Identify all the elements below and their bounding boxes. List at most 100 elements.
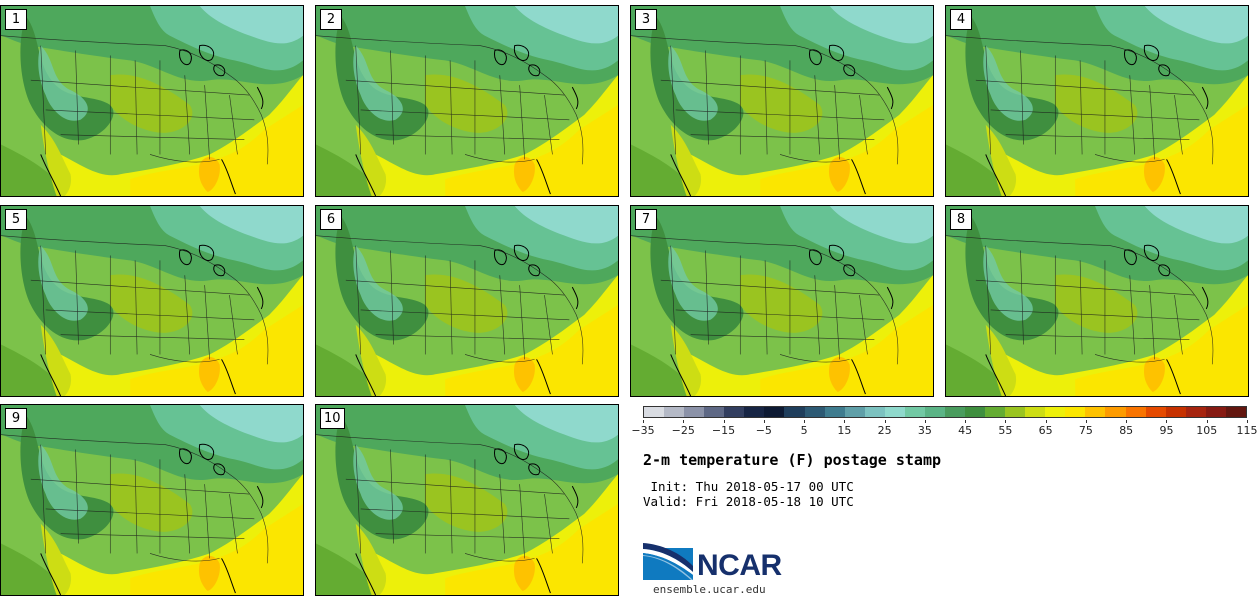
colorbar-swatch xyxy=(1145,407,1166,417)
colorbar-tick-mark xyxy=(723,420,725,423)
colorbar-tick-mark xyxy=(965,420,967,423)
colorbar-swatch xyxy=(924,407,945,417)
colorbar-tick-label: −15 xyxy=(711,424,736,437)
colorbar-swatch xyxy=(724,407,745,417)
temperature-map xyxy=(946,6,1248,196)
temperature-map xyxy=(946,206,1248,396)
colorbar-tick-mark xyxy=(844,420,846,423)
colorbar-tick-mark xyxy=(1166,420,1168,423)
colorbar-swatch xyxy=(1065,407,1086,417)
colorbar-tick-mark xyxy=(1005,420,1007,423)
colorbar-tick-label: 105 xyxy=(1196,424,1218,437)
colorbar-swatch xyxy=(744,407,765,417)
colorbar-swatch xyxy=(844,407,865,417)
colorbar-tick-mark xyxy=(804,420,806,423)
temperature-map xyxy=(316,206,618,396)
init-time: Init: Thu 2018-05-17 00 UTC xyxy=(643,479,854,494)
colorbar-swatch xyxy=(704,407,725,417)
temperature-map xyxy=(1,6,303,196)
colorbar-swatch xyxy=(804,407,825,417)
member-number-label: 3 xyxy=(635,9,657,30)
colorbar-swatch xyxy=(1185,407,1206,417)
colorbar-swatch xyxy=(1005,407,1026,417)
colorbar-swatch xyxy=(1225,407,1246,417)
colorbar-tick-label: 45 xyxy=(958,424,973,437)
colorbar-tick-label: 5 xyxy=(800,424,808,437)
member-number-label: 5 xyxy=(5,209,27,230)
colorbar-tick-label: 65 xyxy=(1038,424,1053,437)
colorbar-ticks: −35 −25 −15 −5 5 15 25 35 45 55 65 75 85 95 105 115 xyxy=(631,420,1258,440)
postage-stamp-map: 4 xyxy=(945,5,1249,197)
colorbar-tick-label: 95 xyxy=(1159,424,1174,437)
colorbar-tick-label: 115 xyxy=(1236,424,1258,437)
logo-text: NCAR xyxy=(697,549,782,582)
postage-stamp-map: 9 xyxy=(0,404,304,596)
colorbar-tick-label: 35 xyxy=(917,424,932,437)
colorbar-tick-mark xyxy=(643,420,644,423)
colorbar-tick-mark xyxy=(924,420,926,423)
colorbar-tick-mark xyxy=(683,420,685,423)
run-info: Init: Thu 2018-05-17 00 UTC Valid: Fri 2… xyxy=(643,479,854,509)
temperature-colorbar xyxy=(643,406,1247,418)
colorbar-swatch xyxy=(1165,407,1186,417)
colorbar-tick-label: 85 xyxy=(1119,424,1134,437)
member-number-label: 4 xyxy=(950,9,972,30)
colorbar-tick-mark xyxy=(1126,420,1128,423)
colorbar-tick-label: 75 xyxy=(1078,424,1093,437)
colorbar-tick-label: 55 xyxy=(998,424,1013,437)
colorbar-swatch xyxy=(965,407,986,417)
chart-title: 2-m temperature (F) postage stamp xyxy=(643,451,942,469)
colorbar-tick-label: −5 xyxy=(755,424,772,437)
postage-stamp-map: 1 xyxy=(0,5,304,197)
colorbar-tick-label: 25 xyxy=(877,424,892,437)
colorbar-swatch xyxy=(1085,407,1106,417)
colorbar-tick-label: 15 xyxy=(837,424,852,437)
colorbar-swatch xyxy=(1025,407,1046,417)
colorbar-tick-label: −25 xyxy=(671,424,695,437)
colorbar-swatch xyxy=(784,407,805,417)
temperature-map xyxy=(631,206,933,396)
colorbar-tick-mark xyxy=(1206,420,1208,423)
colorbar-tick-mark xyxy=(763,420,765,423)
colorbar-swatch xyxy=(904,407,925,417)
postage-stamp-map: 5 xyxy=(0,205,304,397)
colorbar-swatch xyxy=(1205,407,1226,417)
postage-stamp-map: 8 xyxy=(945,205,1249,397)
member-number-label: 7 xyxy=(635,209,657,230)
colorbar-swatch xyxy=(764,407,785,417)
colorbar-swatch xyxy=(1105,407,1126,417)
colorbar-swatch xyxy=(985,407,1006,417)
temperature-map xyxy=(1,206,303,396)
colorbar-tick-mark xyxy=(1247,420,1248,423)
colorbar-swatch xyxy=(864,407,885,417)
logo-url: ensemble.ucar.edu xyxy=(653,583,766,596)
valid-time: Valid: Fri 2018-05-18 10 UTC xyxy=(643,494,854,509)
temperature-map xyxy=(316,6,618,196)
ncar-logo-icon xyxy=(643,543,693,580)
postage-stamp-map: 7 xyxy=(630,205,934,397)
colorbar-swatch xyxy=(824,407,845,417)
colorbar-swatch xyxy=(1125,407,1146,417)
member-number-label: 6 xyxy=(320,209,342,230)
colorbar-tick-mark xyxy=(1045,420,1047,423)
colorbar-swatch xyxy=(684,407,705,417)
colorbar-tick-mark xyxy=(884,420,886,423)
temperature-map xyxy=(631,6,933,196)
postage-stamp-map: 3 xyxy=(630,5,934,197)
colorbar-tick-mark xyxy=(1085,420,1087,423)
member-number-label: 10 xyxy=(320,408,345,429)
postage-stamp-map: 2 xyxy=(315,5,619,197)
colorbar-swatch xyxy=(1045,407,1066,417)
colorbar-swatch xyxy=(644,407,665,417)
postage-stamp-map: 6 xyxy=(315,205,619,397)
member-number-label: 1 xyxy=(5,9,27,30)
postage-stamp-map: 10 xyxy=(315,404,619,596)
colorbar-swatch xyxy=(944,407,965,417)
member-number-label: 2 xyxy=(320,9,342,30)
colorbar-tick-label: −35 xyxy=(631,424,655,437)
colorbar-swatch xyxy=(884,407,905,417)
temperature-map xyxy=(1,405,303,595)
temperature-map xyxy=(316,405,618,595)
colorbar-swatch xyxy=(664,407,685,417)
member-number-label: 9 xyxy=(5,408,27,429)
